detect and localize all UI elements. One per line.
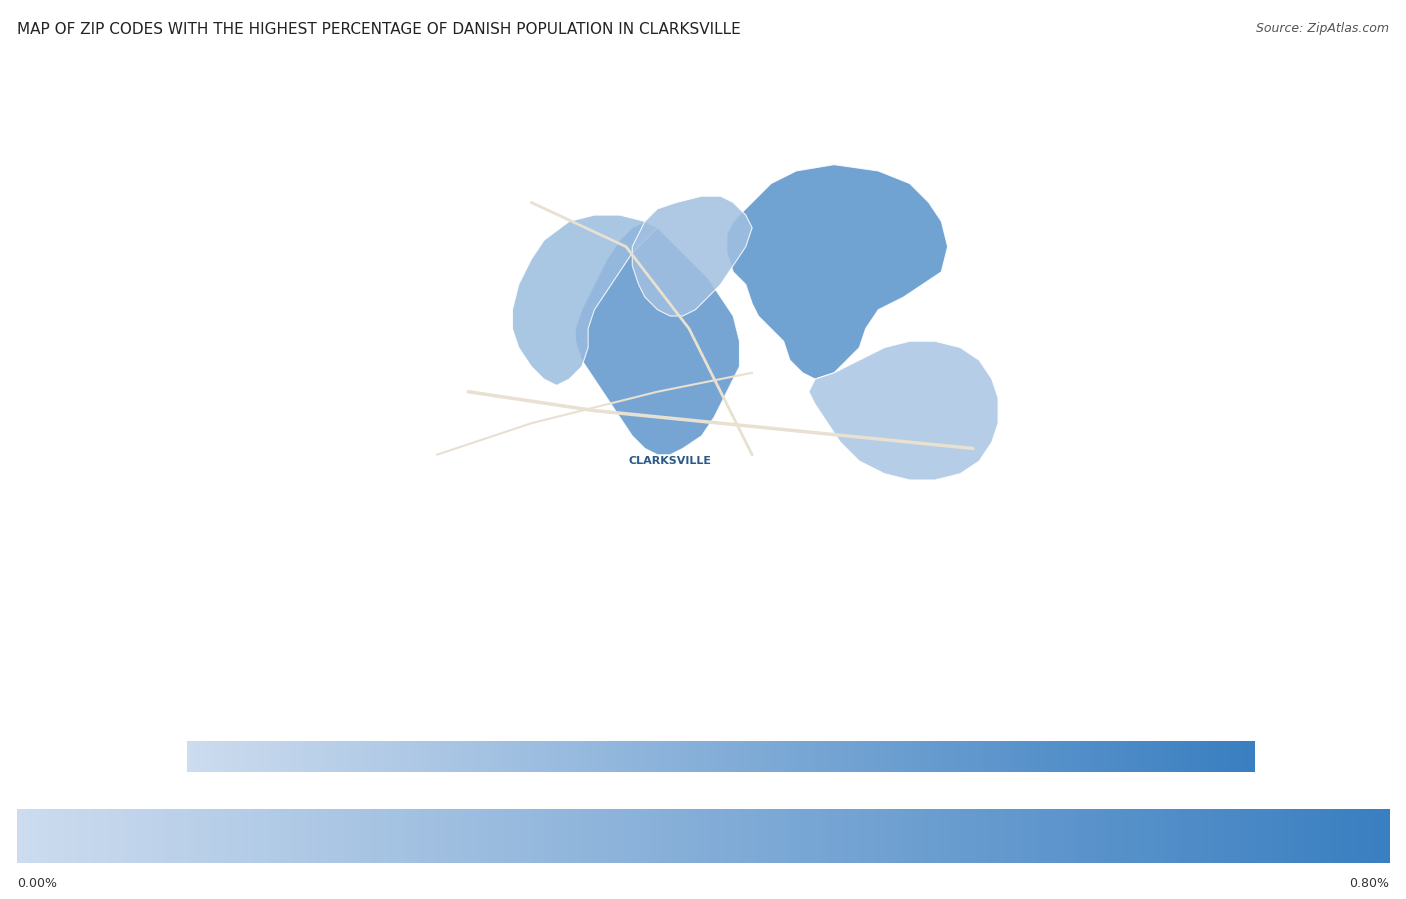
Text: 0.80%: 0.80% xyxy=(1350,877,1389,889)
Polygon shape xyxy=(512,215,658,386)
Polygon shape xyxy=(808,342,998,480)
Text: Source: ZipAtlas.com: Source: ZipAtlas.com xyxy=(1256,22,1389,35)
Polygon shape xyxy=(575,221,740,455)
Text: 0.00%: 0.00% xyxy=(17,877,56,889)
Text: CLARKSVILLE: CLARKSVILLE xyxy=(628,456,711,466)
Polygon shape xyxy=(727,165,948,379)
Polygon shape xyxy=(633,196,752,316)
Text: MAP OF ZIP CODES WITH THE HIGHEST PERCENTAGE OF DANISH POPULATION IN CLARKSVILLE: MAP OF ZIP CODES WITH THE HIGHEST PERCEN… xyxy=(17,22,741,38)
